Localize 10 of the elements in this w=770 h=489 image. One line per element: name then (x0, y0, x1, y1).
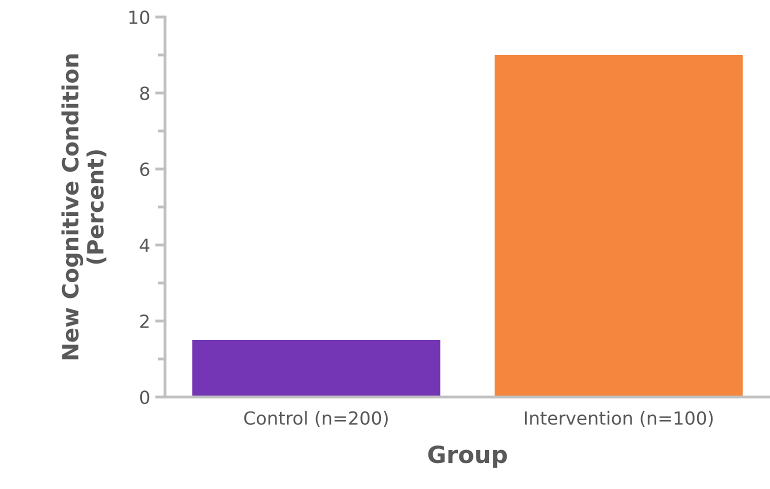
y-tick-label: 8 (140, 86, 150, 100)
y-tick-label: 10 (129, 10, 150, 24)
y-axis-title: New Cognitive Condition (Percent) (61, 54, 106, 360)
x-axis-title: Group (428, 445, 507, 468)
y-tick-label: 0 (140, 390, 150, 404)
y-tick-label: 4 (140, 238, 150, 252)
y-tick-label: 6 (140, 162, 150, 176)
x-tick-label: Control (n=200) (244, 410, 388, 427)
x-tick-label: Intervention (n=100) (524, 410, 713, 427)
y-tick-label: 2 (140, 314, 149, 328)
